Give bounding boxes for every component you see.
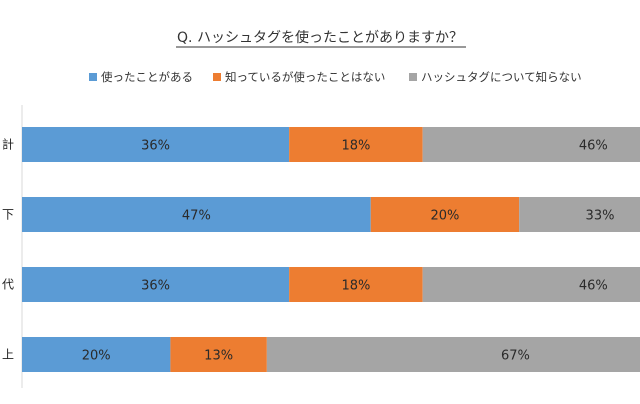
data-label: 20% [82, 349, 111, 364]
legend-label-3: ハッシュタグについて知らない [421, 70, 582, 84]
legend-swatch-2 [213, 73, 221, 81]
bar-segment [519, 197, 640, 232]
bar-segment [22, 197, 371, 232]
bar-segment [266, 337, 640, 372]
data-label: 36% [141, 139, 170, 154]
bar-segment [22, 267, 290, 302]
data-label: 47% [182, 209, 211, 224]
data-label: 46% [579, 279, 608, 294]
data-label: 13% [204, 349, 233, 364]
category-label: 代 [2, 278, 14, 292]
bar-segment [170, 337, 267, 372]
chart-title: Q. ハッシュタグを使ったことがありますか？ [177, 29, 463, 46]
legend-label-1: 使ったことがある [101, 70, 193, 84]
legend-label-2: 知っているが使ったことはない [225, 70, 385, 84]
bar-segment [422, 127, 640, 162]
data-label: 20% [430, 209, 459, 224]
data-label: 18% [341, 139, 370, 154]
bar-segment [422, 267, 640, 302]
bar-segment [370, 197, 520, 232]
data-label: 67% [501, 349, 530, 364]
category-label: 下 [2, 208, 14, 222]
bar-segment [289, 127, 423, 162]
category-label: 上 [2, 348, 14, 362]
legend-swatch-1 [89, 73, 97, 81]
legend-swatch-3 [409, 73, 417, 81]
data-label: 46% [579, 139, 608, 154]
bar-segment [289, 267, 423, 302]
bars-group: 計 36% 18% 46% 下 47% 20% 33% 代 36% 18% 46% 上 20% 13% 67% [2, 127, 640, 372]
bar-segment [22, 337, 171, 372]
bar-segment [22, 127, 290, 162]
data-label: 18% [341, 279, 370, 294]
data-label: 36% [141, 279, 170, 294]
data-label: 33% [586, 209, 615, 224]
category-label: 計 [2, 137, 14, 152]
legend: 使ったことがある 知っているが使ったことはない ハッシュタグについて知らない [89, 70, 582, 84]
